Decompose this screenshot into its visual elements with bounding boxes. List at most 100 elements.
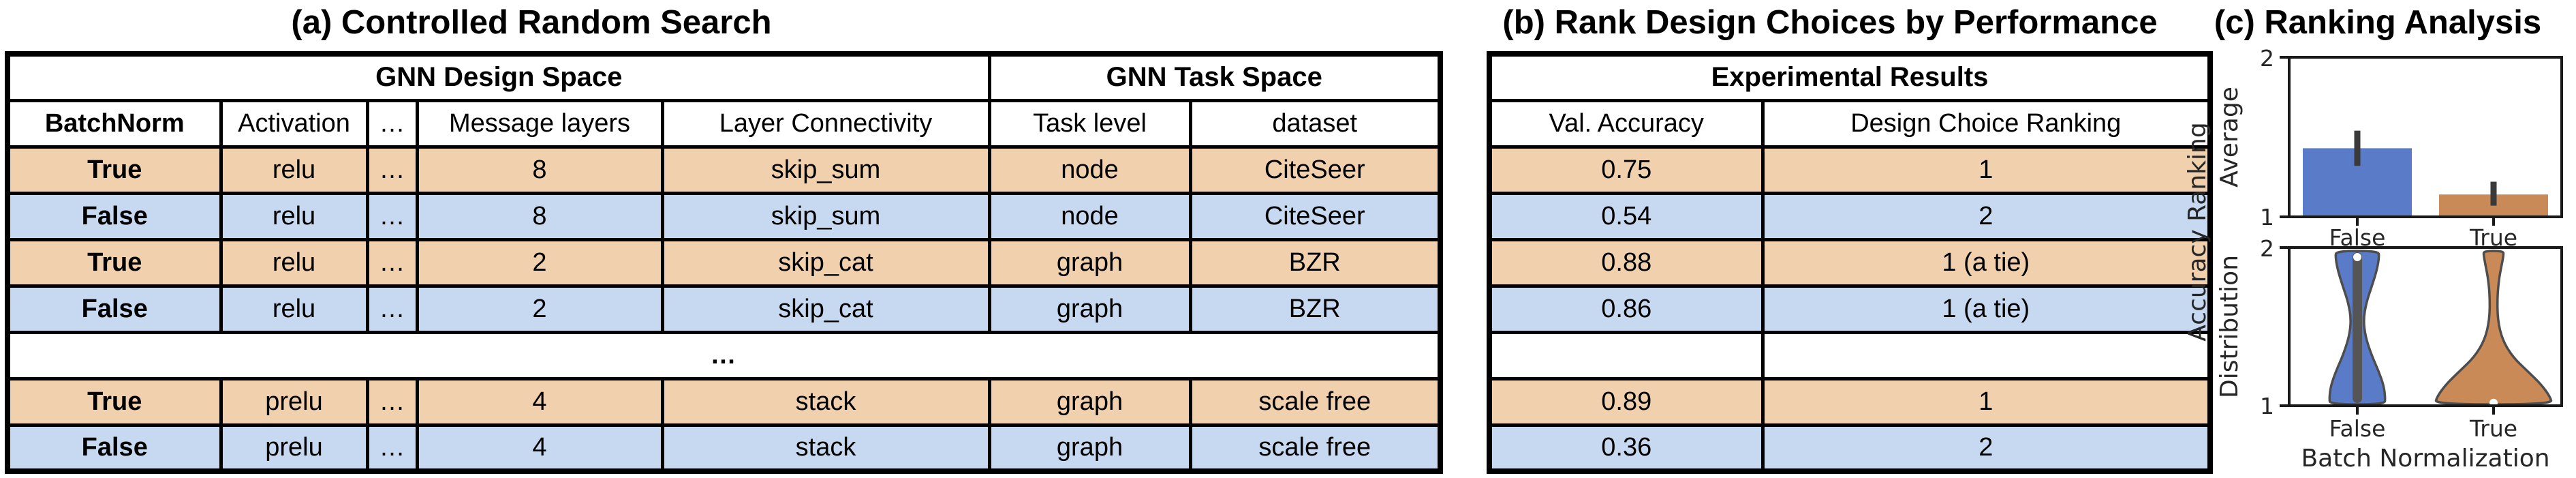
x-tick-label: True [2469, 224, 2517, 251]
table-row: 0.86 1 (a tie) [1487, 284, 2212, 334]
group-header-design-space: GNN Design Space [5, 52, 991, 102]
panel-c-title: (c) Ranking Analysis [2214, 4, 2542, 41]
table-cell: … [365, 145, 419, 195]
column-header: … [365, 98, 419, 149]
table-cell: node [987, 191, 1192, 241]
column-header: dataset [1188, 98, 1442, 149]
table-cell: scale free [1188, 423, 1442, 473]
table-cell: 2 [1760, 423, 2212, 473]
average-ranking-chart-frame [2280, 56, 2563, 226]
table-cell: 1 (a tie) [1760, 284, 2212, 334]
violin-series-group [2328, 250, 2553, 407]
table-row: True relu … 8 skip_sum node CiteSeer [5, 145, 1442, 195]
table-cell: graph [987, 423, 1192, 473]
table-cell: CiteSeer [1188, 191, 1442, 241]
x-tick-label: True [2469, 415, 2517, 442]
x-tick-label: False [2329, 415, 2386, 442]
empty-cell [1487, 330, 1765, 380]
y-axis-label-distribution: Distribution [2216, 255, 2244, 398]
table-cell: True [5, 237, 223, 288]
violin-true [2434, 250, 2553, 406]
violin-inner-bar [2353, 252, 2362, 403]
table-cell: BZR [1188, 237, 1442, 288]
table-cell: 8 [415, 191, 664, 241]
table-cell: relu [219, 284, 369, 334]
table-row: True relu … 2 skip_cat graph BZR [5, 237, 1442, 288]
panel-b-title: (b) Rank Design Choices by Performance [1502, 4, 2158, 41]
table-cell: node [987, 145, 1192, 195]
table-cell: 2 [1760, 191, 2212, 241]
table-cell: skip_sum [660, 145, 991, 195]
table-row: False relu … 8 skip_sum node CiteSeer [5, 191, 1442, 241]
table-cell: graph [987, 284, 1192, 334]
table-cell: stack [660, 376, 991, 427]
table-cell: 8 [415, 145, 664, 195]
ranking-analysis-charts: 2 1 False True Average Accuracy Ranking … [2184, 45, 2563, 473]
column-header: BatchNorm [5, 98, 223, 149]
table-cell: False [5, 423, 223, 473]
bar-series-group [2303, 130, 2548, 217]
gnn-design-space-table: GNN Design Space GNN Task Space BatchNor… [5, 51, 1444, 474]
x-tick-label: False [2329, 224, 2386, 251]
table-cell: True [5, 145, 223, 195]
y-axis-label-average: Average [2216, 87, 2244, 188]
table-cell: False [5, 284, 223, 334]
x-axis-label-batch-normalization: Batch Normalization [2301, 445, 2549, 473]
group-header-experimental-results: Experimental Results [1487, 52, 2212, 102]
table-cell: graph [987, 237, 1192, 288]
y-tick-label: 1 [2260, 204, 2274, 230]
ellipsis-cell: … [5, 330, 1442, 380]
column-header: Message layers [415, 98, 664, 149]
table-row-column-headers: Val. Accuracy Design Choice Ranking [1487, 98, 2212, 149]
table-row: False relu … 2 skip_cat graph BZR [5, 284, 1442, 334]
y-axis-label-shared: Accuracy Ranking [2184, 122, 2212, 341]
table-cell: relu [219, 145, 369, 195]
table-cell: 0.86 [1487, 284, 1765, 334]
table-row-blank [1487, 330, 2212, 380]
table-cell: 1 [1760, 376, 2212, 427]
violin-median-dot [2353, 253, 2361, 261]
y-tick-label: 2 [2260, 45, 2274, 72]
table-row-group-header: Experimental Results [1487, 52, 2212, 102]
column-header: Design Choice Ranking [1760, 98, 2212, 149]
y-tick-label: 2 [2260, 235, 2274, 262]
table-row-group-header: GNN Design Space GNN Task Space [5, 52, 1442, 102]
table-row-column-headers: BatchNorm Activation … Message layers La… [5, 98, 1442, 149]
table-cell: 4 [415, 376, 664, 427]
table-cell: skip_cat [660, 237, 991, 288]
table-cell: 2 [415, 237, 664, 288]
table-cell: 0.75 [1487, 145, 1765, 195]
table-row: True prelu … 4 stack graph scale free [5, 376, 1442, 427]
experimental-results-table: Experimental Results Val. Accuracy Desig… [1487, 51, 2214, 474]
table-cell: relu [219, 237, 369, 288]
table-row: 0.36 2 [1487, 423, 2212, 473]
table-cell: skip_sum [660, 191, 991, 241]
table-row: 0.89 1 [1487, 376, 2212, 427]
table-cell: 1 [1760, 145, 2212, 195]
ranking-distribution-chart-frame [2280, 246, 2563, 415]
table-cell: … [365, 284, 419, 334]
table-cell: relu [219, 191, 369, 241]
column-header: Task level [987, 98, 1192, 149]
table-row: False prelu … 4 stack graph scale free [5, 423, 1442, 473]
table-row-ellipsis: … [5, 330, 1442, 380]
panel-a-title: (a) Controlled Random Search [291, 4, 772, 41]
table-cell: prelu [219, 423, 369, 473]
group-header-task-space: GNN Task Space [987, 52, 1442, 102]
table-cell: graph [987, 376, 1192, 427]
column-header: Layer Connectivity [660, 98, 991, 149]
column-header: Activation [219, 98, 369, 149]
table-cell: 0.54 [1487, 191, 1765, 241]
table-row: 0.88 1 (a tie) [1487, 237, 2212, 288]
column-header: Val. Accuracy [1487, 98, 1765, 149]
table-cell: 4 [415, 423, 664, 473]
empty-cell [1760, 330, 2212, 380]
table-cell: True [5, 376, 223, 427]
table-cell: scale free [1188, 376, 1442, 427]
table-row: 0.75 1 [1487, 145, 2212, 195]
table-cell: 2 [415, 284, 664, 334]
table-cell: 1 (a tie) [1760, 237, 2212, 288]
table-cell: … [365, 376, 419, 427]
table-cell: prelu [219, 376, 369, 427]
